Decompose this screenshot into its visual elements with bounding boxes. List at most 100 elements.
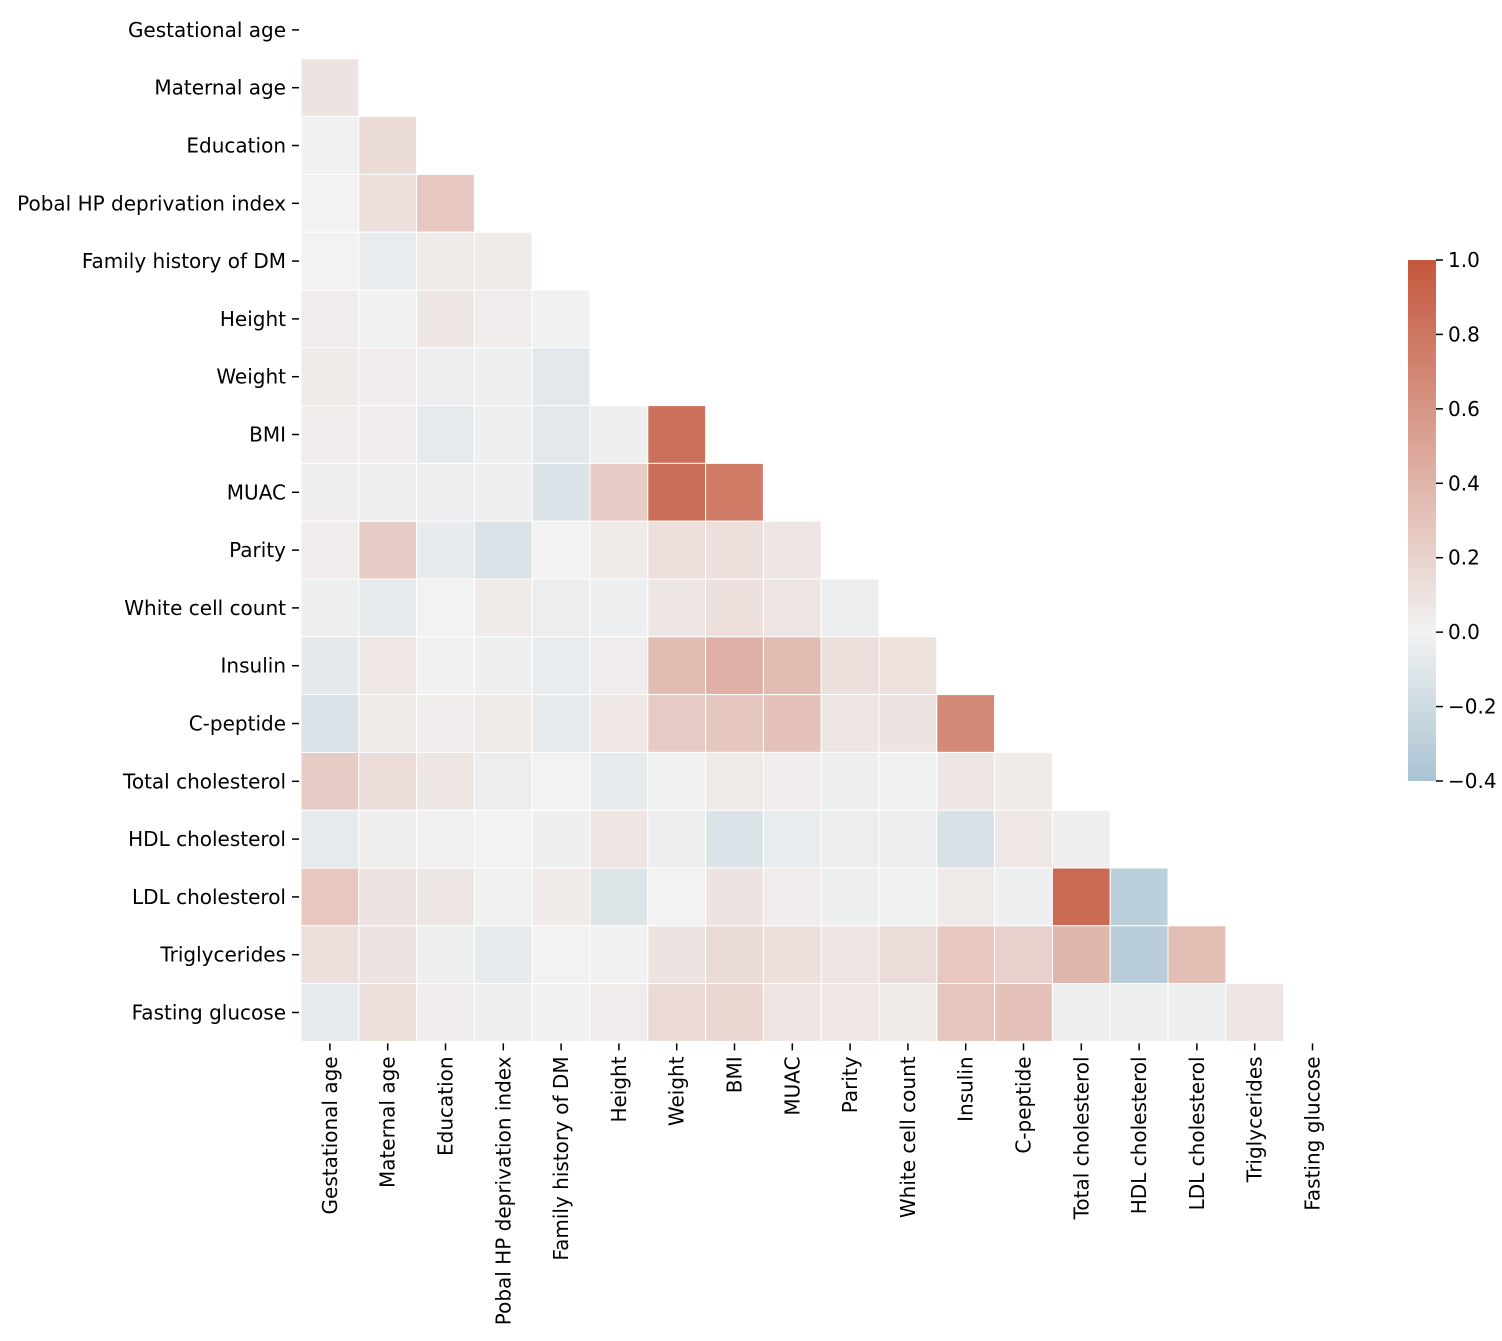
heatmap-cell — [705, 809, 764, 869]
heatmap-cell — [300, 694, 360, 753]
heatmap-cell — [762, 867, 822, 927]
colorbar-tick-label: 0.0 — [1448, 620, 1480, 644]
heatmap-cell — [647, 751, 707, 811]
heatmap-cell — [531, 867, 591, 927]
y-tick-label: Triglycerides — [159, 943, 286, 967]
heatmap-cell — [300, 636, 360, 696]
heatmap-cell — [936, 983, 996, 1042]
heatmap-cell — [473, 462, 533, 522]
heatmap-cell — [300, 173, 360, 233]
y-axis-tick-labels: Gestational age Maternal age Education Poba… — [17, 18, 299, 1025]
heatmap-cell — [473, 231, 533, 291]
heatmap-cell — [531, 809, 591, 869]
colorbar-tick-label: 0.2 — [1448, 546, 1480, 570]
heatmap-cell — [473, 809, 533, 869]
heatmap-cell — [358, 347, 418, 407]
x-tick-label: HDL cholesterol — [1127, 1056, 1151, 1214]
heatmap-cell — [473, 751, 533, 811]
heatmap-cell — [705, 983, 764, 1042]
heatmap-cell — [647, 462, 707, 522]
heatmap-cell — [416, 867, 475, 927]
heatmap-cell — [705, 867, 764, 927]
heatmap-cell — [936, 751, 996, 811]
heatmap-cell — [300, 809, 360, 869]
heatmap-cell — [473, 694, 533, 753]
heatmap-cell — [358, 520, 418, 580]
heatmap-cell — [300, 289, 360, 349]
heatmap-cell — [473, 925, 533, 985]
x-tick-label: Weight — [665, 1056, 689, 1126]
heatmap-cell — [531, 405, 591, 464]
heatmap-cell — [358, 694, 418, 753]
x-tick-label: Gestational age — [318, 1056, 342, 1214]
heatmap-cell — [936, 867, 996, 927]
x-tick-label: Education — [434, 1056, 458, 1156]
x-tick-label: MUAC — [780, 1056, 804, 1115]
heatmap-cell — [820, 578, 880, 638]
heatmap-cell — [416, 289, 475, 349]
y-tick-label: Weight — [216, 365, 286, 389]
heatmap-cell — [647, 694, 707, 753]
y-tick-label: Maternal age — [154, 76, 286, 100]
heatmap-cell — [531, 347, 591, 407]
heatmap-cell — [762, 809, 822, 869]
heatmap-cell — [473, 289, 533, 349]
heatmap-cell — [416, 636, 475, 696]
heatmap-cell — [531, 462, 591, 522]
heatmap-cell — [994, 809, 1053, 869]
y-tick-label: Gestational age — [128, 18, 286, 42]
heatmap-cell — [416, 983, 475, 1042]
heatmap-cell — [1109, 925, 1169, 985]
colorbar-ticks: 1.0 0.8 0.6 0.4 0.2 0.0 −0.2 −0.4 — [1436, 248, 1497, 793]
y-tick-label: HDL cholesterol — [128, 827, 286, 851]
heatmap-cell — [589, 405, 649, 464]
y-tick-label: LDL cholesterol — [132, 885, 286, 909]
heatmap-cell — [705, 636, 764, 696]
y-tick-label: Total cholesterol — [122, 769, 286, 793]
heatmap-cell — [300, 231, 360, 291]
y-tick-label: MUAC — [227, 480, 286, 504]
heatmap-cell — [589, 809, 649, 869]
heatmap-cell — [878, 925, 938, 985]
heatmap-cell — [300, 116, 360, 175]
x-tick-label: Maternal age — [376, 1056, 400, 1188]
heatmap-cell — [416, 462, 475, 522]
heatmap-cell — [994, 925, 1053, 985]
heatmap-cell — [820, 809, 880, 869]
heatmap-cell — [416, 751, 475, 811]
heatmap-cells — [300, 58, 1285, 1042]
heatmap-cell — [589, 520, 649, 580]
heatmap-cell — [358, 116, 418, 175]
colorbar-tick-label: 0.6 — [1448, 397, 1480, 421]
heatmap-cell — [1109, 867, 1169, 927]
heatmap-cell — [416, 405, 475, 464]
heatmap-cell — [473, 578, 533, 638]
y-tick-label: Education — [186, 134, 286, 158]
x-tick-label: Pobal HP deprivation index — [491, 1056, 515, 1325]
heatmap-cell — [473, 405, 533, 464]
heatmap-cell — [647, 983, 707, 1042]
x-tick-label: Parity — [838, 1056, 862, 1113]
heatmap-cell — [878, 636, 938, 696]
heatmap-cell — [473, 347, 533, 407]
colorbar-tick-label: 0.4 — [1448, 471, 1480, 495]
x-tick-label: White cell count — [896, 1056, 920, 1218]
heatmap-cell — [1225, 983, 1285, 1042]
heatmap-cell — [647, 578, 707, 638]
x-tick-label: Family history of DM — [549, 1056, 573, 1260]
heatmap-cell — [531, 925, 591, 985]
heatmap-cell — [300, 347, 360, 407]
heatmap-cell — [647, 867, 707, 927]
y-tick-label: Parity — [229, 538, 286, 562]
heatmap-cell — [358, 231, 418, 291]
heatmap-cell — [300, 983, 360, 1042]
colorbar-tick-label: 0.8 — [1448, 322, 1480, 346]
x-tick-label: BMI — [723, 1056, 747, 1093]
heatmap-cell — [589, 636, 649, 696]
heatmap-cell — [705, 925, 764, 985]
heatmap-cell — [762, 751, 822, 811]
x-tick-label: LDL cholesterol — [1185, 1056, 1209, 1210]
heatmap-cell — [994, 867, 1053, 927]
heatmap-cell — [647, 925, 707, 985]
heatmap-cell — [936, 694, 996, 753]
